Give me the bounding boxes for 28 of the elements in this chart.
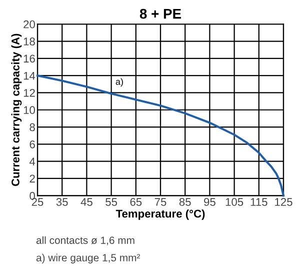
x-tick-label: 65 bbox=[130, 198, 142, 206]
y-tick-label: 12 bbox=[24, 88, 35, 97]
x-tick-label: 105 bbox=[226, 198, 244, 206]
x-tick-label: 125 bbox=[275, 198, 292, 206]
x-tick-label: 25 bbox=[32, 198, 44, 206]
y-tick-label: 10 bbox=[24, 106, 35, 114]
annotation: a) bbox=[116, 78, 123, 87]
y-tick-label: 2 bbox=[30, 174, 35, 183]
x-tick-label: 45 bbox=[80, 198, 92, 206]
text: all contacts ø 1,6 mm bbox=[36, 236, 134, 246]
x-tick-label: 75 bbox=[154, 198, 166, 206]
x-tick-label: 55 bbox=[106, 198, 118, 206]
y-axis-title: Current carrying capacity (A) bbox=[11, 34, 22, 186]
x-tick-label: 35 bbox=[56, 198, 68, 206]
y-tick-label: 20 bbox=[24, 20, 35, 28]
y-tick-label: 8 bbox=[30, 123, 35, 132]
x-tick-label: 85 bbox=[179, 198, 191, 206]
x-tick-label: 115 bbox=[250, 198, 268, 206]
x-tick-label: 95 bbox=[204, 198, 216, 206]
y-tick-label: 14 bbox=[24, 72, 36, 80]
chart-title: 8 + PE bbox=[140, 8, 181, 19]
y-tick-label: 6 bbox=[30, 140, 35, 148]
y-tick-label: 18 bbox=[24, 38, 35, 46]
y-tick-label: 0 bbox=[30, 192, 35, 200]
text: a) wire gauge 1,5 mm² bbox=[36, 254, 140, 264]
y-tick-label: 16 bbox=[24, 54, 35, 63]
x-axis-title: Temperature (°C) bbox=[116, 209, 205, 220]
y-tick-label: 4 bbox=[29, 158, 36, 166]
